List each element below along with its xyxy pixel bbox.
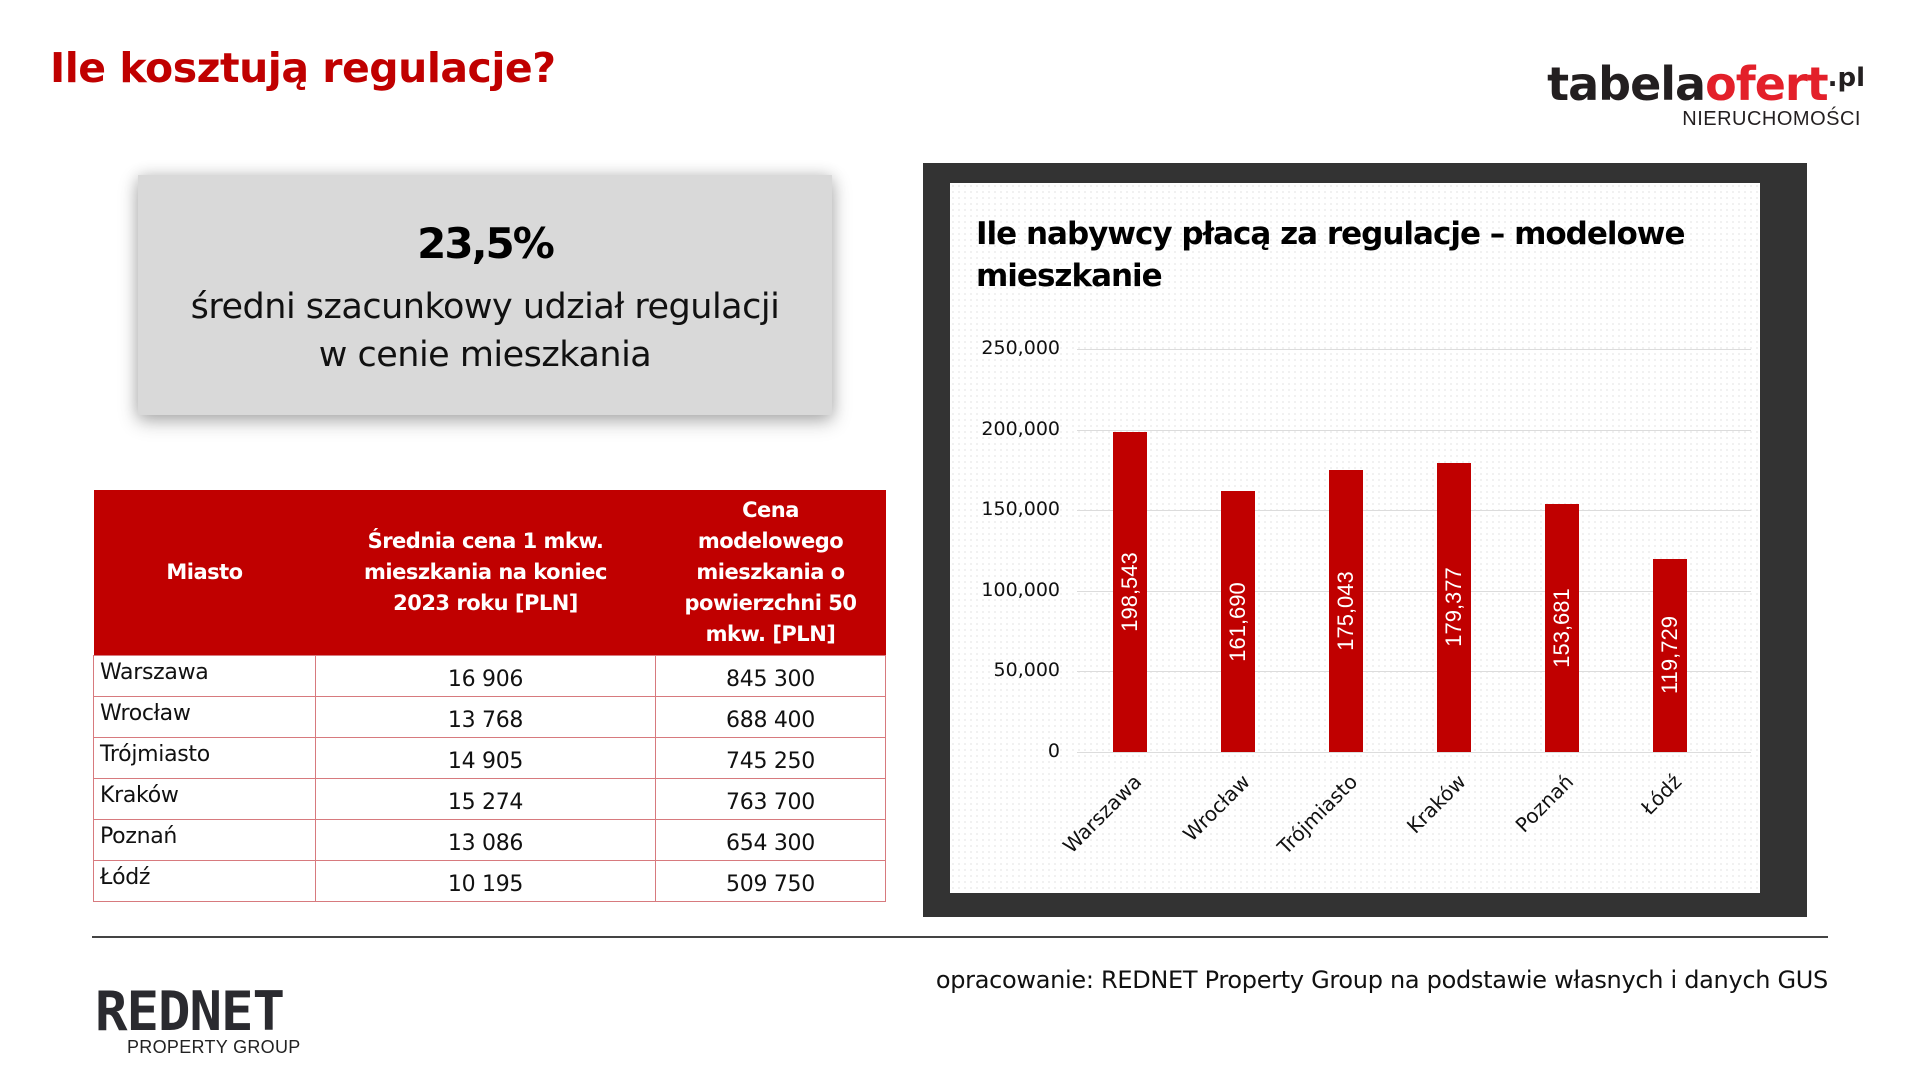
table-row: Trójmiasto 14 905 745 250 [93,736,886,779]
gridline [1077,752,1751,753]
price-table: Miasto Średnia cena 1 mkw. mieszkania na… [93,490,886,902]
x-axis-tick-label: Kraków [1401,769,1471,839]
cell-model-price: 745 250 [655,736,886,779]
cell-price-per-sqm: 13 768 [315,695,656,738]
footer-divider [92,936,1828,938]
bar-chart-plot: 0 50,000 100,000 150,000 200,000 250,000 198,5… [950,183,1760,893]
cell-price-per-sqm: 15 274 [315,777,656,820]
cell-city: Łódź [93,859,316,902]
y-axis-tick-label: 100,000 [981,578,1060,601]
cell-price-per-sqm: 14 905 [315,736,656,779]
kpi-value: 23,5% [417,219,555,268]
tabelaofert-logo: tabelaofert.pl NIERUCHOMOŚCI [1505,52,1865,134]
bar-kraków: 179,377 [1437,462,1471,752]
bar-value-label: 175,043 [1333,571,1358,651]
table-row: Łódź 10 195 509 750 [93,859,886,902]
cell-city: Trójmiasto [93,736,316,779]
x-axis-tick-label: Łódź [1636,769,1687,820]
bar-warszawa: 198,543 [1113,431,1147,752]
cell-model-price: 654 300 [655,818,886,861]
table-row: Poznań 13 086 654 300 [93,818,886,861]
kpi-description-line2: w cenie mieszkania [318,335,652,375]
header-model-price: Cena modelowego mieszkania o powierzchni… [655,490,886,655]
cell-price-per-sqm: 13 086 [315,818,656,861]
source-note: opracowanie: REDNET Property Group na po… [935,966,1828,994]
tabelaofert-wordmark: tabelaofert.pl [1547,52,1865,110]
x-axis-tick-label: Warszawa [1058,769,1147,858]
gridline [1077,590,1751,592]
rednet-logo: REDNET PROPERTY GROUP [95,985,335,1060]
bar-trójmiasto: 175,043 [1329,469,1363,752]
table-row: Warszawa 16 906 845 300 [93,654,886,697]
chart-panel: Ile nabywcy płacą za regulacje – modelow… [950,183,1760,893]
table-row: Kraków 15 274 763 700 [93,777,886,820]
x-axis-tick-label: Wrocław [1178,769,1255,847]
y-axis-tick-label: 0 [1047,740,1060,762]
table-row: Wrocław 13 768 688 400 [93,695,886,738]
y-axis-tick-label: 150,000 [981,498,1060,521]
cell-city: Wrocław [93,695,316,738]
rednet-logo-subtitle: PROPERTY GROUP [127,1037,301,1057]
bar-wrocław: 161,690 [1221,491,1255,752]
cell-model-price: 763 700 [655,777,886,820]
cell-city: Poznań [93,818,316,861]
cell-price-per-sqm: 10 195 [315,859,656,902]
cell-model-price: 688 400 [655,695,886,738]
gridline [1077,510,1751,512]
bar-value-label: 179,377 [1441,567,1466,648]
x-axis-tick-label: Poznań [1510,769,1579,838]
x-axis-tick-label: Trójmiasto [1272,769,1363,860]
bar-łódź: 119,729 [1653,558,1687,752]
logo-tld: .pl [1827,63,1865,93]
kpi-card: 23,5% średni szacunkowy udział regulacji… [138,175,832,415]
page-title: Ile kosztują regulacje? [50,44,556,92]
logo-part-red: ofert [1705,57,1828,111]
cell-model-price: 845 300 [655,654,886,697]
kpi-description: średni szacunkowy udział regulacji w cen… [138,283,832,379]
table-header-row: Miasto Średnia cena 1 mkw. mieszkania na… [93,490,886,655]
bar-value-label: 198,543 [1117,552,1142,632]
bar-value-label: 119,729 [1657,616,1682,695]
bar-poznań: 153,681 [1545,504,1579,752]
chart-title: Ile nabywcy płacą za regulacje – modelow… [976,216,1685,294]
logo-subtitle: NIERUCHOMOŚCI [1682,108,1861,130]
gridline [1077,429,1751,431]
header-price-per-sqm: Średnia cena 1 mkw. mieszkania na koniec… [315,490,656,655]
bar-value-label: 153,681 [1549,588,1574,668]
bar-value-label: 161,690 [1225,581,1250,662]
cell-model-price: 509 750 [655,859,886,902]
chart-frame: Ile nabywcy płacą za regulacje – modelow… [923,163,1807,917]
cell-city: Warszawa [93,654,316,697]
gridline [1077,671,1751,673]
rednet-logo-wordmark: REDNET [95,980,285,1043]
logo-part-dark: tabela [1547,57,1706,111]
cell-price-per-sqm: 16 906 [315,654,656,697]
header-city: Miasto [93,490,316,655]
kpi-description-line1: średni szacunkowy udział regulacji [190,287,780,327]
y-axis-tick-label: 200,000 [981,417,1060,440]
cell-city: Kraków [93,777,316,820]
gridline [1077,349,1751,350]
y-axis-tick-label: 50,000 [993,659,1060,682]
y-axis-tick-label: 250,000 [981,337,1060,359]
